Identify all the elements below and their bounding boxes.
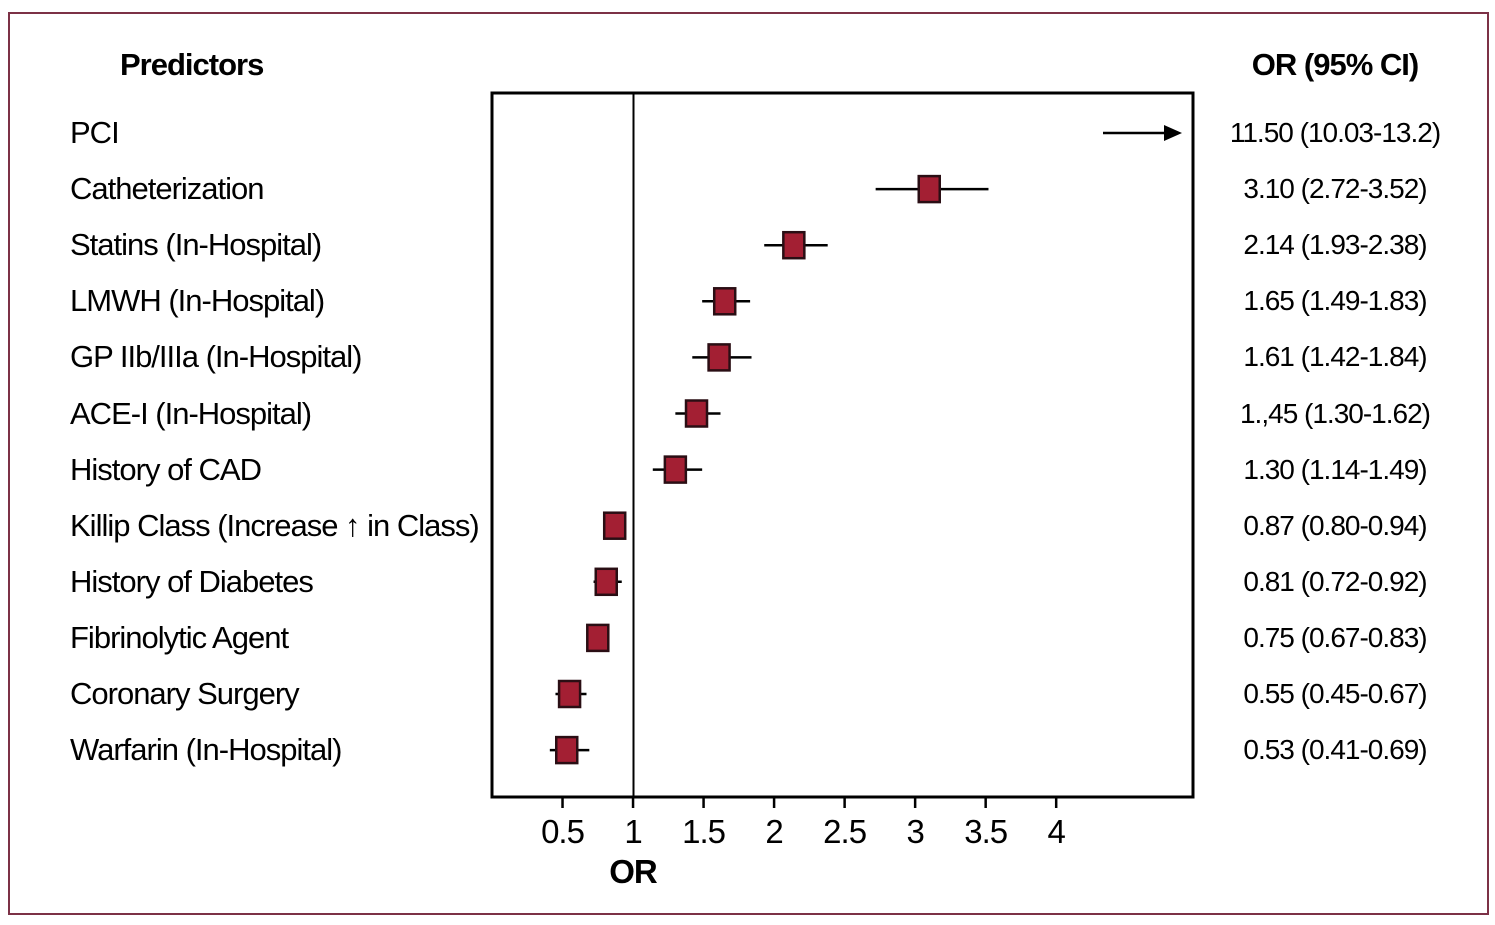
plot-box bbox=[490, 91, 1195, 799]
predictor-label: Fibrinolytic Agent bbox=[70, 619, 289, 655]
predictor-label: ACE-I (In-Hospital) bbox=[70, 395, 312, 431]
or-ci-value: 0.87 (0.80-0.94) bbox=[1243, 509, 1427, 541]
ci-markers bbox=[549, 125, 1182, 765]
predictor-label: Killip Class (Increase ↑ in Class) bbox=[70, 507, 480, 543]
or-ci-value: 1.61 (1.42-1.84) bbox=[1243, 341, 1427, 373]
x-tick-label: 3.5 bbox=[964, 813, 1007, 850]
or-point-marker bbox=[707, 343, 731, 372]
or-point-marker bbox=[782, 230, 806, 260]
or-ci-value: 2.14 (1.93-2.38) bbox=[1243, 229, 1427, 261]
or-ci-value: 11.50 (10.03-13.2) bbox=[1229, 117, 1441, 148]
or-ci-value: 0.81 (0.72-0.92) bbox=[1243, 565, 1427, 597]
or-point-marker bbox=[917, 174, 941, 204]
predictor-label: LMWH (In-Hospital) bbox=[70, 283, 325, 319]
or-ci-value: 1.30 (1.14-1.49) bbox=[1243, 453, 1427, 485]
or-point-marker bbox=[602, 511, 627, 540]
or-ci-value: 1.65 (1.49-1.83) bbox=[1243, 285, 1427, 317]
or-point-marker bbox=[594, 567, 618, 597]
predictor-label: Warfarin (In-Hospital) bbox=[70, 732, 342, 768]
x-tick-label: 0.5 bbox=[541, 813, 584, 850]
or-ci-column-header: OR (95% CI) bbox=[1251, 47, 1419, 82]
predictor-label: PCI bbox=[70, 115, 120, 150]
or-point-marker bbox=[557, 679, 582, 709]
x-tick-label: 1 bbox=[624, 813, 641, 850]
predictor-label: GP IIb/IIIa (In-Hospital) bbox=[70, 339, 362, 375]
x-tick-label: 2.5 bbox=[823, 813, 866, 850]
x-tick-label: 2 bbox=[765, 813, 782, 850]
predictor-label: Coronary Surgery bbox=[70, 676, 300, 711]
or-point-marker bbox=[555, 735, 579, 765]
predictor-label: Statins (In-Hospital) bbox=[70, 227, 322, 263]
or-point-marker bbox=[712, 287, 737, 316]
or-ci-value: 0.75 (0.67-0.83) bbox=[1243, 621, 1427, 653]
predictors-column-header: Predictors bbox=[120, 47, 264, 82]
predictor-label: History of Diabetes bbox=[70, 563, 314, 599]
or-ci-value: 0.55 (0.45-0.67) bbox=[1243, 678, 1427, 709]
or-ci-value: 3.10 (2.72-3.52) bbox=[1243, 173, 1427, 205]
or-ci-value: 1.,45 (1.30-1.62) bbox=[1239, 397, 1431, 429]
x-tick-label: 3 bbox=[906, 813, 923, 850]
x-axis-title: OR bbox=[609, 853, 658, 890]
x-tick-label: 1.5 bbox=[682, 813, 725, 850]
or-point-marker bbox=[663, 455, 688, 484]
or-ci-value: 0.53 (0.41-0.69) bbox=[1243, 734, 1427, 766]
or-point-marker bbox=[586, 623, 610, 653]
x-axis-ticks: 0.5 1 1.5 2 2.5 3 3.5 4 bbox=[541, 797, 1067, 850]
x-tick-label: 4 bbox=[1048, 813, 1066, 850]
figure-border bbox=[8, 12, 1489, 915]
predictor-label: History of CAD bbox=[70, 451, 262, 487]
or-point-marker bbox=[684, 399, 709, 428]
predictor-label: Catheterization bbox=[70, 171, 265, 207]
offscale-arrow-head bbox=[1164, 125, 1182, 141]
